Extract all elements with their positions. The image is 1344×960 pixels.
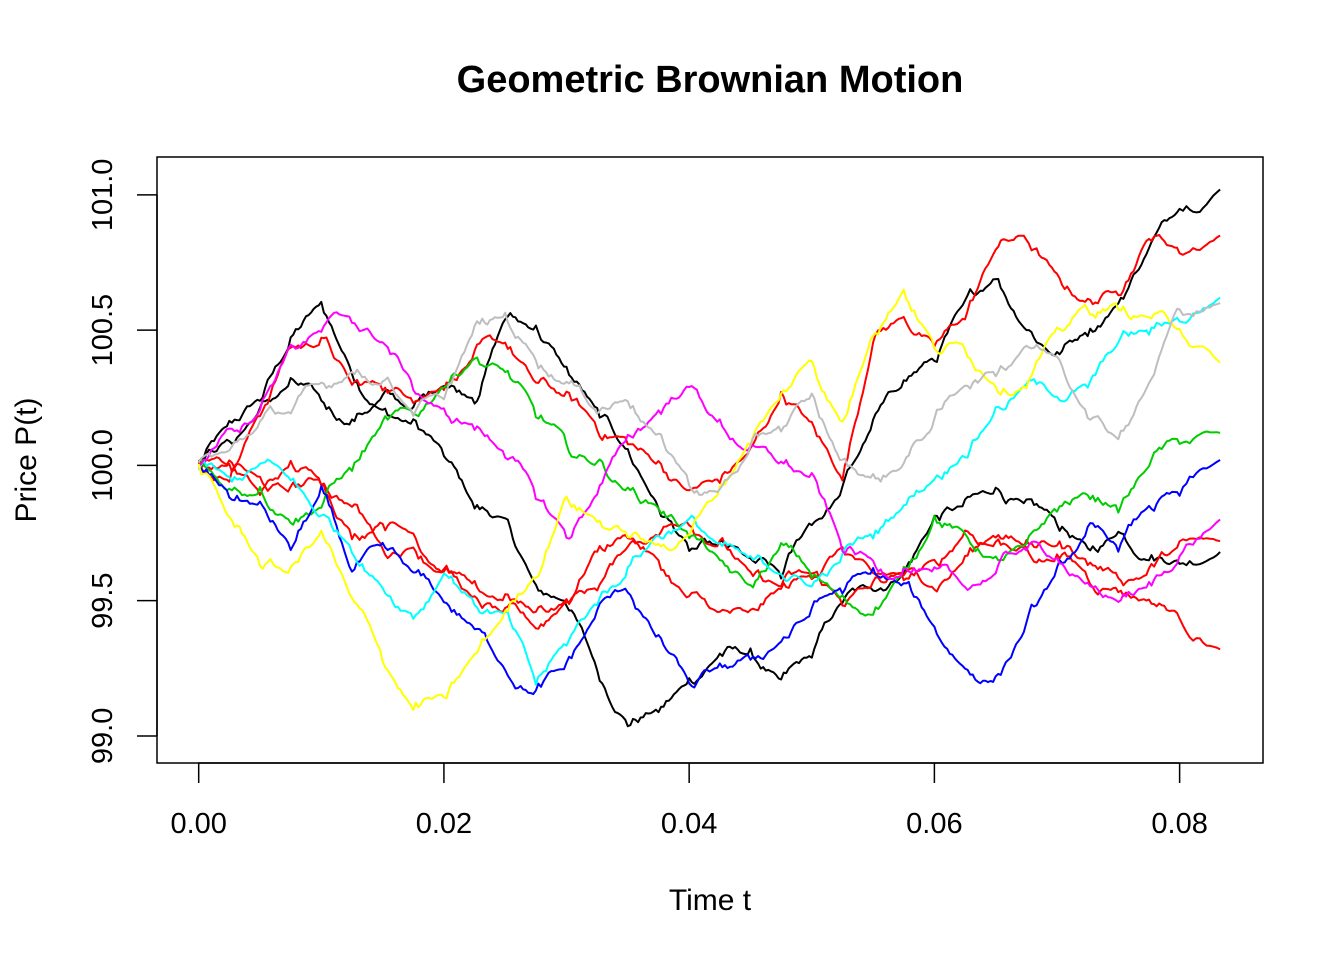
series-line-6 <box>198 356 1221 617</box>
series-line-3 <box>197 234 1221 492</box>
y-tick-label: 101.0 <box>87 159 119 232</box>
chart-title: Geometric Brownian Motion <box>457 59 964 101</box>
y-tick-label: 99.5 <box>87 572 119 628</box>
y-tick-label: 100.5 <box>87 294 119 367</box>
x-tick-label: 0.02 <box>416 808 472 840</box>
y-axis: 99.0 99.5 100.0 100.5 101.0 <box>87 159 158 764</box>
x-tick-label: 0.04 <box>661 808 717 840</box>
x-axis: 0.00 0.02 0.04 0.06 0.08 <box>170 762 1208 840</box>
series-line-7 <box>198 459 1221 696</box>
series-line-9 <box>198 311 1221 603</box>
x-tick-label: 0.08 <box>1151 808 1207 840</box>
series-line-2 <box>197 188 1221 580</box>
y-tick-label: 99.0 <box>87 708 119 764</box>
series-line-4 <box>197 459 1221 651</box>
x-tick-label: 0.06 <box>906 808 962 840</box>
y-tick-label: 100.0 <box>87 429 119 502</box>
series-line-1 <box>198 300 1221 728</box>
series-line-8 <box>197 296 1221 686</box>
series-layer <box>197 188 1221 728</box>
series-line-10 <box>197 288 1221 711</box>
x-tick-label: 0.00 <box>170 808 226 840</box>
y-axis-title: Price P(t) <box>10 397 43 522</box>
series-line-11 <box>197 302 1221 496</box>
x-axis-title: Time t <box>669 884 752 917</box>
